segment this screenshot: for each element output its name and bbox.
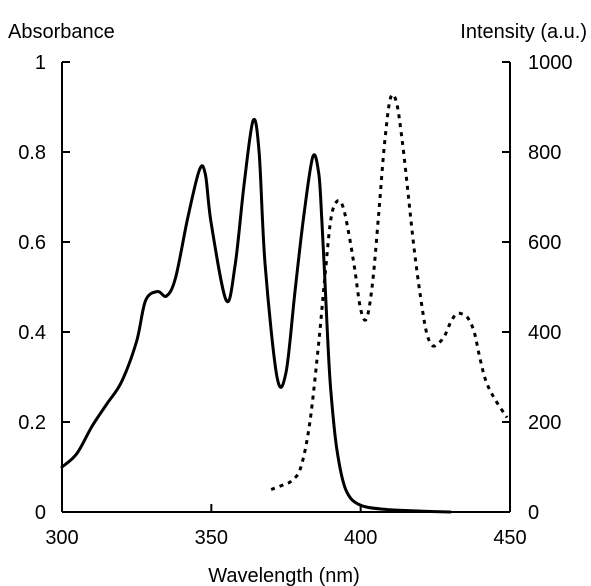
axes [61, 62, 511, 513]
emission-series-line [270, 93, 509, 491]
y-left-tick-label: 0 [35, 502, 46, 524]
y-right-tick-label: 0 [528, 502, 539, 524]
y-left-tick-label: 1 [35, 52, 46, 74]
x-tick-label: 350 [195, 527, 228, 549]
y-left-tick-label: 0.8 [18, 142, 46, 164]
y-right-tick-label: 600 [528, 232, 561, 254]
x-tick-label: 400 [344, 527, 377, 549]
y-right-tick-label: 1000 [528, 52, 573, 74]
left-axis-label: Absorbance [8, 21, 115, 43]
right-axis-label: Intensity (a.u.) [460, 21, 587, 43]
y-right-tick-label: 800 [528, 142, 561, 164]
x-tick-label: 300 [45, 527, 78, 549]
x-axis-label: Wavelength (nm) [208, 565, 360, 586]
y-right-tick-label: 400 [528, 322, 561, 344]
y-left-tick-label: 0.4 [18, 322, 46, 344]
series-layer [60, 93, 509, 514]
y-right-tick-label: 200 [528, 412, 561, 434]
y-left-tick-label: 0.6 [18, 232, 46, 254]
ticks: 300 350 400 45000.20.40.60.8102004006008001… [18, 52, 572, 549]
x-tick-label: 450 [493, 527, 526, 549]
absorbance-series-line [60, 117, 452, 514]
y-left-tick-label: 0.2 [18, 412, 46, 434]
